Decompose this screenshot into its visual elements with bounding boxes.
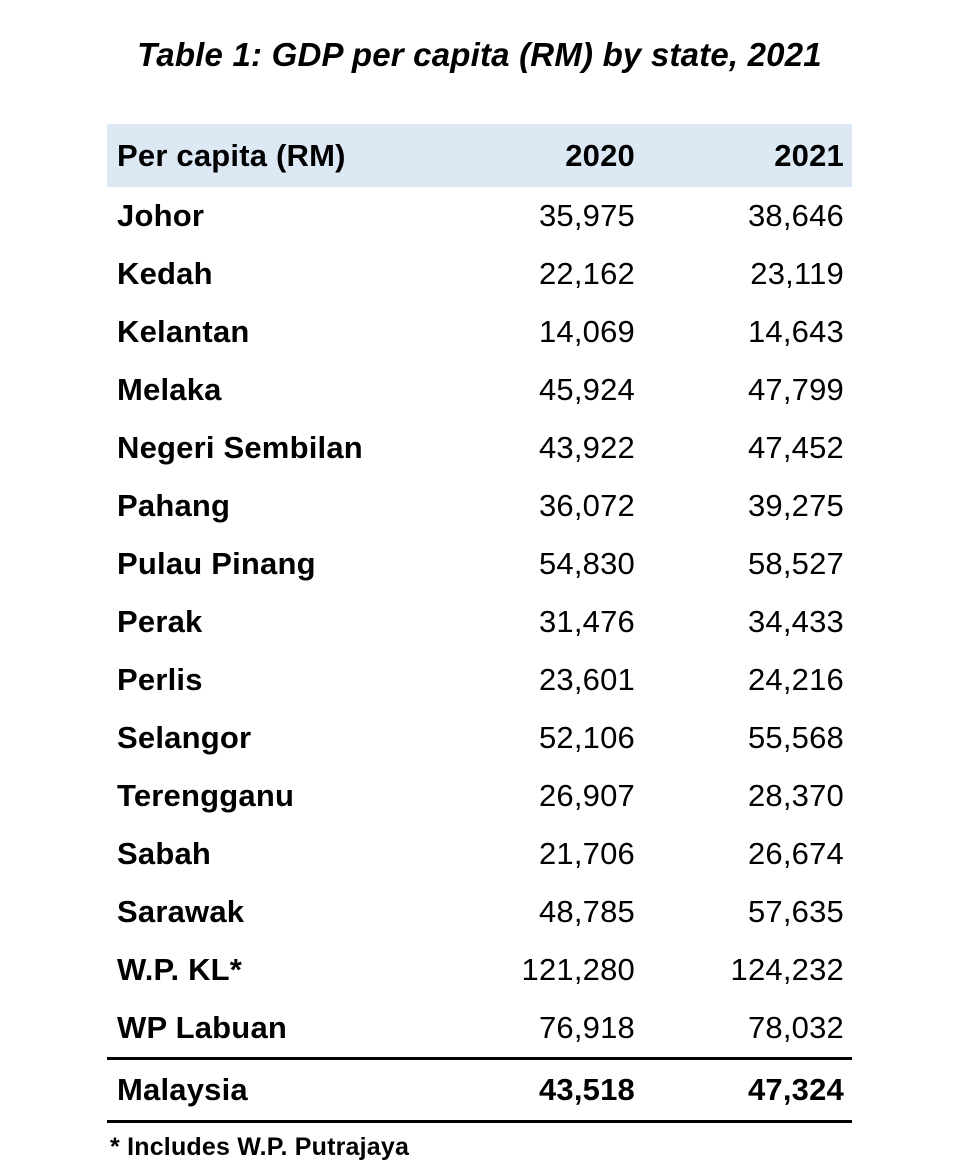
state-name-cell: Terengganu [117, 778, 295, 813]
total-2020-cell: 43,518 [447, 1057, 637, 1123]
value-2021-cell: 124,232 [730, 952, 844, 987]
state-name-cell: Kedah [117, 256, 213, 291]
state-name-cell: Perak [117, 604, 203, 639]
gdp-per-capita-table: Per capita (RM) 2020 2021 Johor 35,975 3… [107, 124, 852, 1123]
table-row: Sarawak 48,785 57,635 [107, 883, 852, 941]
value-2021-cell: 39,275 [747, 488, 844, 523]
value-2020-cell: 76,918 [538, 1010, 635, 1045]
value-2021-cell: 14,643 [747, 314, 844, 349]
value-2021-cell: 47,452 [747, 430, 844, 465]
table-row: Pahang 36,072 39,275 [107, 477, 852, 535]
state-name-cell: Selangor [117, 720, 252, 755]
column-header-2021: 2021 [637, 124, 852, 187]
header-row: Per capita (RM) 2020 2021 [107, 124, 852, 187]
table-row: Kedah 22,162 23,119 [107, 245, 852, 303]
value-2021-cell: 47,799 [747, 372, 844, 407]
value-2021-cell: 55,568 [747, 720, 844, 755]
table-row: Selangor 52,106 55,568 [107, 709, 852, 767]
table-row: Perak 31,476 34,433 [107, 593, 852, 651]
value-2020-cell: 26,907 [538, 778, 635, 813]
value-2021-cell: 34,433 [747, 604, 844, 639]
state-name-cell: Sarawak [117, 894, 245, 929]
value-2020-cell: 14,069 [538, 314, 635, 349]
value-2020-cell: 43,922 [538, 430, 635, 465]
total-label-cell: Malaysia [107, 1057, 447, 1123]
state-name-cell: WP Labuan [117, 1010, 288, 1045]
table-row: Pulau Pinang 54,830 58,527 [107, 535, 852, 593]
state-name-cell: Johor [117, 198, 205, 233]
value-2020-cell: 21,706 [538, 836, 635, 871]
state-name-cell: Kelantan [117, 314, 250, 349]
value-2021-cell: 78,032 [747, 1010, 844, 1045]
column-header-2020: 2020 [447, 124, 637, 187]
table-row: Sabah 21,706 26,674 [107, 825, 852, 883]
value-2020-cell: 31,476 [538, 604, 635, 639]
value-2020-cell: 54,830 [538, 546, 635, 581]
value-2021-cell: 57,635 [747, 894, 844, 929]
value-2020-cell: 48,785 [538, 894, 635, 929]
table-row: Johor 35,975 38,646 [107, 187, 852, 245]
state-name-cell: Negeri Sembilan [117, 430, 363, 465]
value-2020-cell: 121,280 [521, 952, 635, 987]
table-body: Johor 35,975 38,646 Kedah 22,162 23,119 … [107, 187, 852, 1123]
table-row: Perlis 23,601 24,216 [107, 651, 852, 709]
table-title: Table 1: GDP per capita (RM) by state, 2… [137, 36, 822, 73]
state-name-cell: Melaka [117, 372, 222, 407]
table-row: Kelantan 14,069 14,643 [107, 303, 852, 361]
footnote: * Includes W.P. Putrajaya [110, 1133, 410, 1161]
value-2020-cell: 45,924 [538, 372, 635, 407]
column-header-state: Per capita (RM) [107, 124, 447, 187]
value-2021-cell: 23,119 [750, 256, 844, 291]
table-row: Negeri Sembilan 43,922 47,452 [107, 419, 852, 477]
table-row: W.P. KL* 121,280 124,232 [107, 941, 852, 999]
state-name-cell: Sabah [117, 836, 212, 871]
value-2021-cell: 24,216 [747, 662, 844, 697]
value-2021-cell: 26,674 [747, 836, 844, 871]
value-2020-cell: 35,975 [538, 198, 635, 233]
value-2021-cell: 38,646 [747, 198, 844, 233]
value-2020-cell: 23,601 [538, 662, 635, 697]
state-name-cell: Perlis [117, 662, 203, 697]
table-header: Per capita (RM) 2020 2021 [107, 124, 852, 187]
state-name-cell: W.P. KL* [117, 952, 243, 987]
value-2020-cell: 52,106 [538, 720, 635, 755]
value-2020-cell: 36,072 [538, 488, 635, 523]
table-row: Melaka 45,924 47,799 [107, 361, 852, 419]
state-name-cell: Pahang [117, 488, 231, 523]
value-2021-cell: 28,370 [747, 778, 844, 813]
total-row-malaysia: Malaysia 43,518 47,324 [107, 1057, 852, 1123]
state-name-cell: Pulau Pinang [117, 546, 316, 581]
value-2021-cell: 58,527 [747, 546, 844, 581]
table-row: Terengganu 26,907 28,370 [107, 767, 852, 825]
value-2020-cell: 22,162 [538, 256, 635, 291]
total-2021-cell: 47,324 [637, 1057, 852, 1123]
table-row: WP Labuan 76,918 78,032 [107, 999, 852, 1059]
